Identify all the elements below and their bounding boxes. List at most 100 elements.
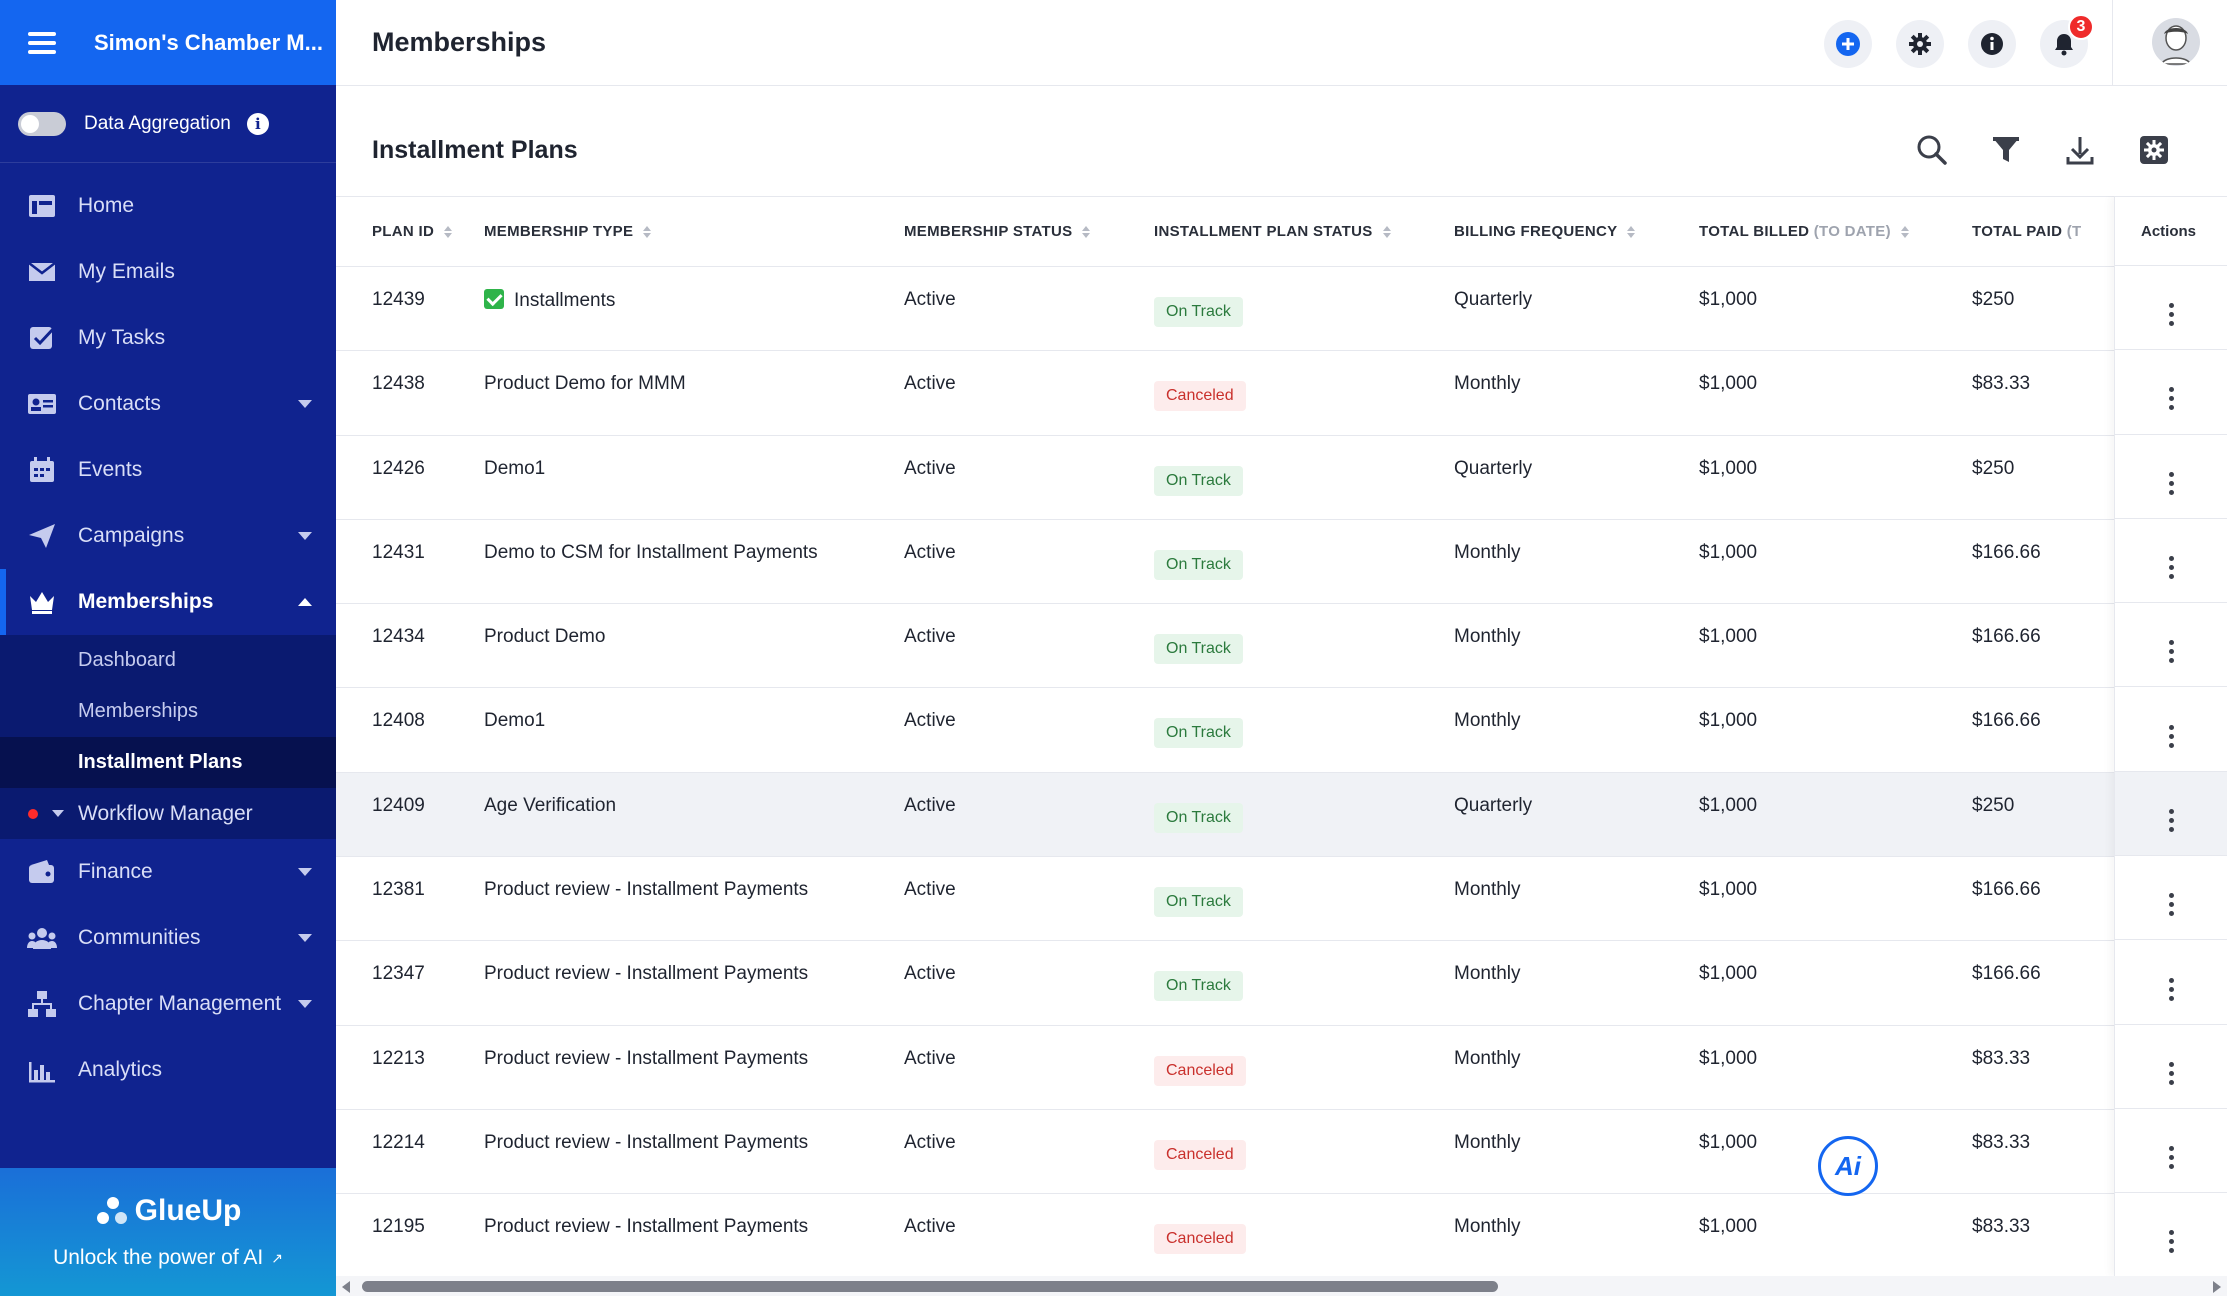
membership-type-label: Installments [514, 290, 616, 311]
sort-icon[interactable] [1382, 224, 1391, 240]
more-options-icon[interactable] [2168, 976, 2174, 1003]
hamburger-menu-icon[interactable] [28, 31, 56, 54]
more-options-icon[interactable] [2168, 470, 2174, 497]
more-options-icon[interactable] [2168, 1144, 2174, 1171]
cell-membership-status: Active [904, 1025, 1154, 1110]
sidebar-item-label: Analytics [78, 1058, 163, 1081]
search-button[interactable] [1912, 130, 1952, 170]
download-button[interactable] [2060, 130, 2100, 170]
unlock-ai-label: Unlock the power of AI [53, 1246, 264, 1269]
table-settings-button[interactable] [2134, 130, 2174, 170]
scroll-left-icon[interactable] [342, 1281, 350, 1293]
more-options-icon[interactable] [2168, 723, 2174, 750]
more-options-icon[interactable] [2168, 1228, 2174, 1255]
sidebar-item-analytics[interactable]: Analytics [0, 1037, 336, 1103]
table-row[interactable]: 12214 Product review - Installment Paymen… [336, 1109, 2227, 1195]
info-icon[interactable]: i [246, 112, 269, 135]
subnav-item-dashboard[interactable]: Dashboard [78, 649, 176, 671]
more-options-icon[interactable] [2168, 638, 2174, 665]
unlock-ai-link[interactable]: Unlock the power of AI ↗ [53, 1246, 283, 1270]
horizontal-scrollbar[interactable] [336, 1276, 2227, 1296]
column-header-plan-id[interactable]: Plan ID [336, 196, 484, 267]
column-header-installment-plan-status[interactable]: Installment Plan Status [1154, 196, 1454, 267]
membership-type-label: Product review - Installment Payments [484, 963, 809, 985]
chevron-down-icon[interactable] [298, 532, 312, 540]
status-badge: On Track [1154, 634, 1243, 665]
chevron-down-icon[interactable] [52, 810, 64, 817]
wallet-icon [26, 858, 58, 886]
status-badge: Canceled [1154, 1055, 1246, 1086]
contact-card-icon [26, 390, 58, 418]
sort-icon[interactable] [643, 224, 652, 240]
subnav-item-memberships[interactable]: Memberships [78, 700, 199, 722]
info-button[interactable] [1968, 20, 2016, 68]
sidebar-item-events[interactable]: Events [0, 437, 336, 503]
ai-assistant-button[interactable]: Ai [1818, 1136, 1878, 1196]
sidebar-item-chapter-management[interactable]: Chapter Management [0, 971, 336, 1037]
cell-total-billed: $1,000 [1699, 856, 1972, 942]
cell-installment-plan-status: On Track [1154, 603, 1454, 689]
chevron-up-icon[interactable] [298, 598, 312, 606]
actions-cell [2115, 1193, 2227, 1276]
column-header-membership-type[interactable]: Membership Type [484, 196, 904, 267]
data-aggregation-toggle[interactable] [18, 111, 66, 136]
sidebar-item-contacts[interactable]: Contacts [0, 371, 336, 437]
more-options-icon[interactable] [2168, 554, 2174, 581]
sort-icon[interactable] [444, 224, 453, 240]
more-options-icon[interactable] [2168, 385, 2174, 412]
sort-icon[interactable] [1082, 224, 1091, 240]
table-row[interactable]: 12408 Demo1 Active On Track Monthly $1,000 $16… [336, 687, 2227, 773]
table-row[interactable]: 12347 Product review - Installment Paymen… [336, 940, 2227, 1026]
cell-total-billed: $1,000 [1699, 435, 1972, 520]
scroll-right-icon[interactable] [2213, 1281, 2221, 1293]
table-row[interactable]: 12434 Product Demo Active On Track Monthly $1… [336, 603, 2227, 689]
column-header-billing-frequency[interactable]: Billing Frequency [1454, 196, 1699, 267]
more-options-icon[interactable] [2168, 891, 2174, 918]
status-badge: On Track [1154, 802, 1243, 833]
cell-plan-id: 12426 [336, 435, 484, 520]
chevron-down-icon[interactable] [298, 1000, 312, 1008]
sidebar-item-label: Chapter Management [78, 992, 282, 1015]
table-row[interactable]: 12438 Product Demo for MMM Active Canceled M… [336, 350, 2227, 436]
chevron-down-icon[interactable] [298, 934, 312, 942]
glueup-logo[interactable]: GlueUp [95, 1194, 241, 1228]
sort-icon[interactable] [1900, 224, 1909, 240]
chevron-down-icon[interactable] [298, 868, 312, 876]
table-row[interactable]: 12431 Demo to CSM for Installment Payment… [336, 519, 2227, 605]
table-row[interactable]: 12409 Age Verification Active On Track Quart… [336, 772, 2227, 858]
add-button[interactable] [1824, 20, 1872, 68]
chevron-down-icon[interactable] [298, 400, 312, 408]
more-options-icon[interactable] [2168, 1060, 2174, 1087]
sidebar-item-finance[interactable]: Finance [0, 839, 336, 905]
column-header-membership-status[interactable]: Membership Status [904, 196, 1154, 267]
sort-icon[interactable] [1627, 224, 1636, 240]
status-badge: On Track [1154, 297, 1243, 327]
settings-button[interactable] [1896, 20, 1944, 68]
organization-name[interactable]: Simon's Chamber M... [94, 29, 323, 55]
sidebar-item-my-tasks[interactable]: My Tasks [0, 305, 336, 371]
sidebar-item-communities[interactable]: Communities [0, 905, 336, 971]
column-header-total-billed[interactable]: Total Billed (To Date) [1699, 196, 1972, 267]
sidebar-item-memberships[interactable]: Memberships [0, 569, 336, 635]
scrollbar-thumb[interactable] [362, 1281, 1498, 1292]
check-mark-icon [484, 289, 504, 309]
filter-button[interactable] [1986, 130, 2026, 170]
table-row[interactable]: 12381 Product review - Installment Paymen… [336, 856, 2227, 942]
cell-total-billed: $1,000 [1699, 940, 1972, 1026]
cell-installment-plan-status: On Track [1154, 435, 1454, 520]
more-options-icon[interactable] [2168, 301, 2174, 328]
table-row[interactable]: 12213 Product review - Installment Paymen… [336, 1025, 2227, 1110]
sidebar-item-campaigns[interactable]: Campaigns [0, 503, 336, 569]
more-options-icon[interactable] [2168, 807, 2174, 834]
sidebar-item-workflow-manager[interactable]: Workflow Manager [0, 788, 336, 839]
cell-membership-status: Active [904, 1109, 1154, 1195]
table-row[interactable]: 12195 Product review - Installment Paymen… [336, 1193, 2227, 1276]
notifications-button[interactable]: 3 [2040, 14, 2094, 68]
subnav-item-installment-plans[interactable]: Installment Plans [0, 737, 336, 788]
sidebar-item-home[interactable]: Home [0, 173, 336, 239]
avatar[interactable] [2152, 18, 2200, 66]
table-row[interactable]: 12426 Demo1 Active On Track Quarterly $1,000 $… [336, 435, 2227, 520]
table-row[interactable]: 12439 Installments Active On Track Quarterly… [336, 266, 2227, 352]
sidebar-item-label: Campaigns [78, 524, 185, 547]
sidebar-item-my-emails[interactable]: My Emails [0, 239, 336, 305]
